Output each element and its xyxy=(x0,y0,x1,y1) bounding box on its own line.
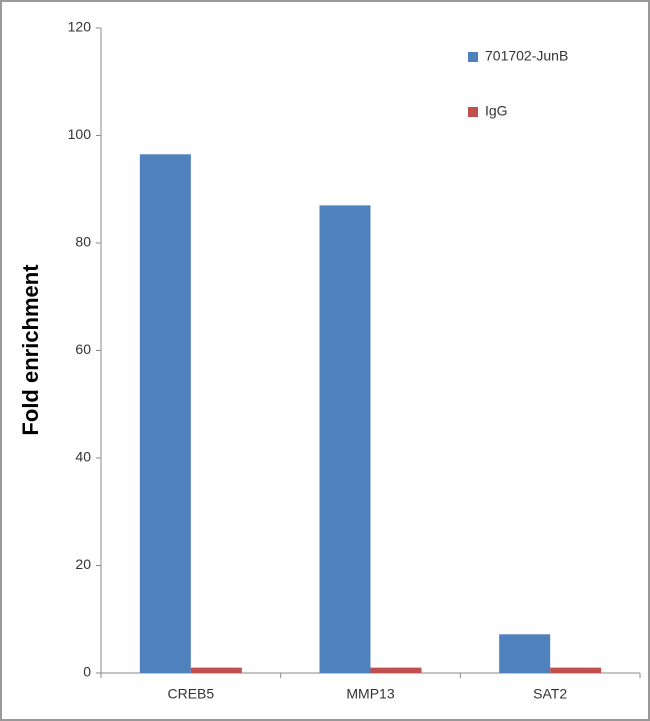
y-tick-label: 0 xyxy=(83,664,91,680)
x-tick-label: SAT2 xyxy=(533,686,567,702)
bar xyxy=(499,634,551,673)
bar xyxy=(319,205,371,673)
bar xyxy=(550,667,602,673)
y-tick-label: 120 xyxy=(68,19,92,35)
y-tick-label: 60 xyxy=(75,341,91,357)
legend-swatch xyxy=(468,52,478,62)
bar xyxy=(370,667,422,673)
x-tick-label: CREB5 xyxy=(167,686,214,702)
legend-swatch xyxy=(468,107,478,117)
bar xyxy=(190,667,242,673)
legend-label: IgG xyxy=(485,103,508,119)
y-tick-label: 100 xyxy=(68,126,92,142)
x-tick-label: MMP13 xyxy=(346,686,394,702)
y-tick-label: 80 xyxy=(75,234,91,250)
legend-label: 701702-JunB xyxy=(485,48,568,64)
y-axis-label: Fold enrichment xyxy=(18,264,43,436)
y-tick-label: 40 xyxy=(75,449,91,465)
y-tick-label: 20 xyxy=(75,556,91,572)
bar xyxy=(139,154,191,673)
